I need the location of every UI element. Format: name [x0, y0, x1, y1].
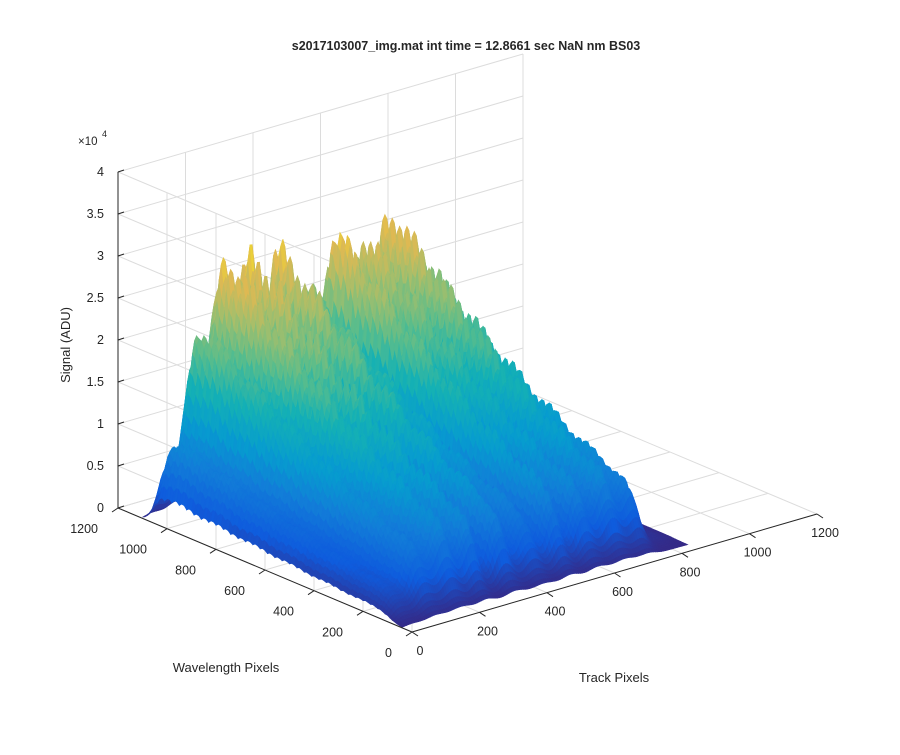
surface — [143, 215, 688, 628]
